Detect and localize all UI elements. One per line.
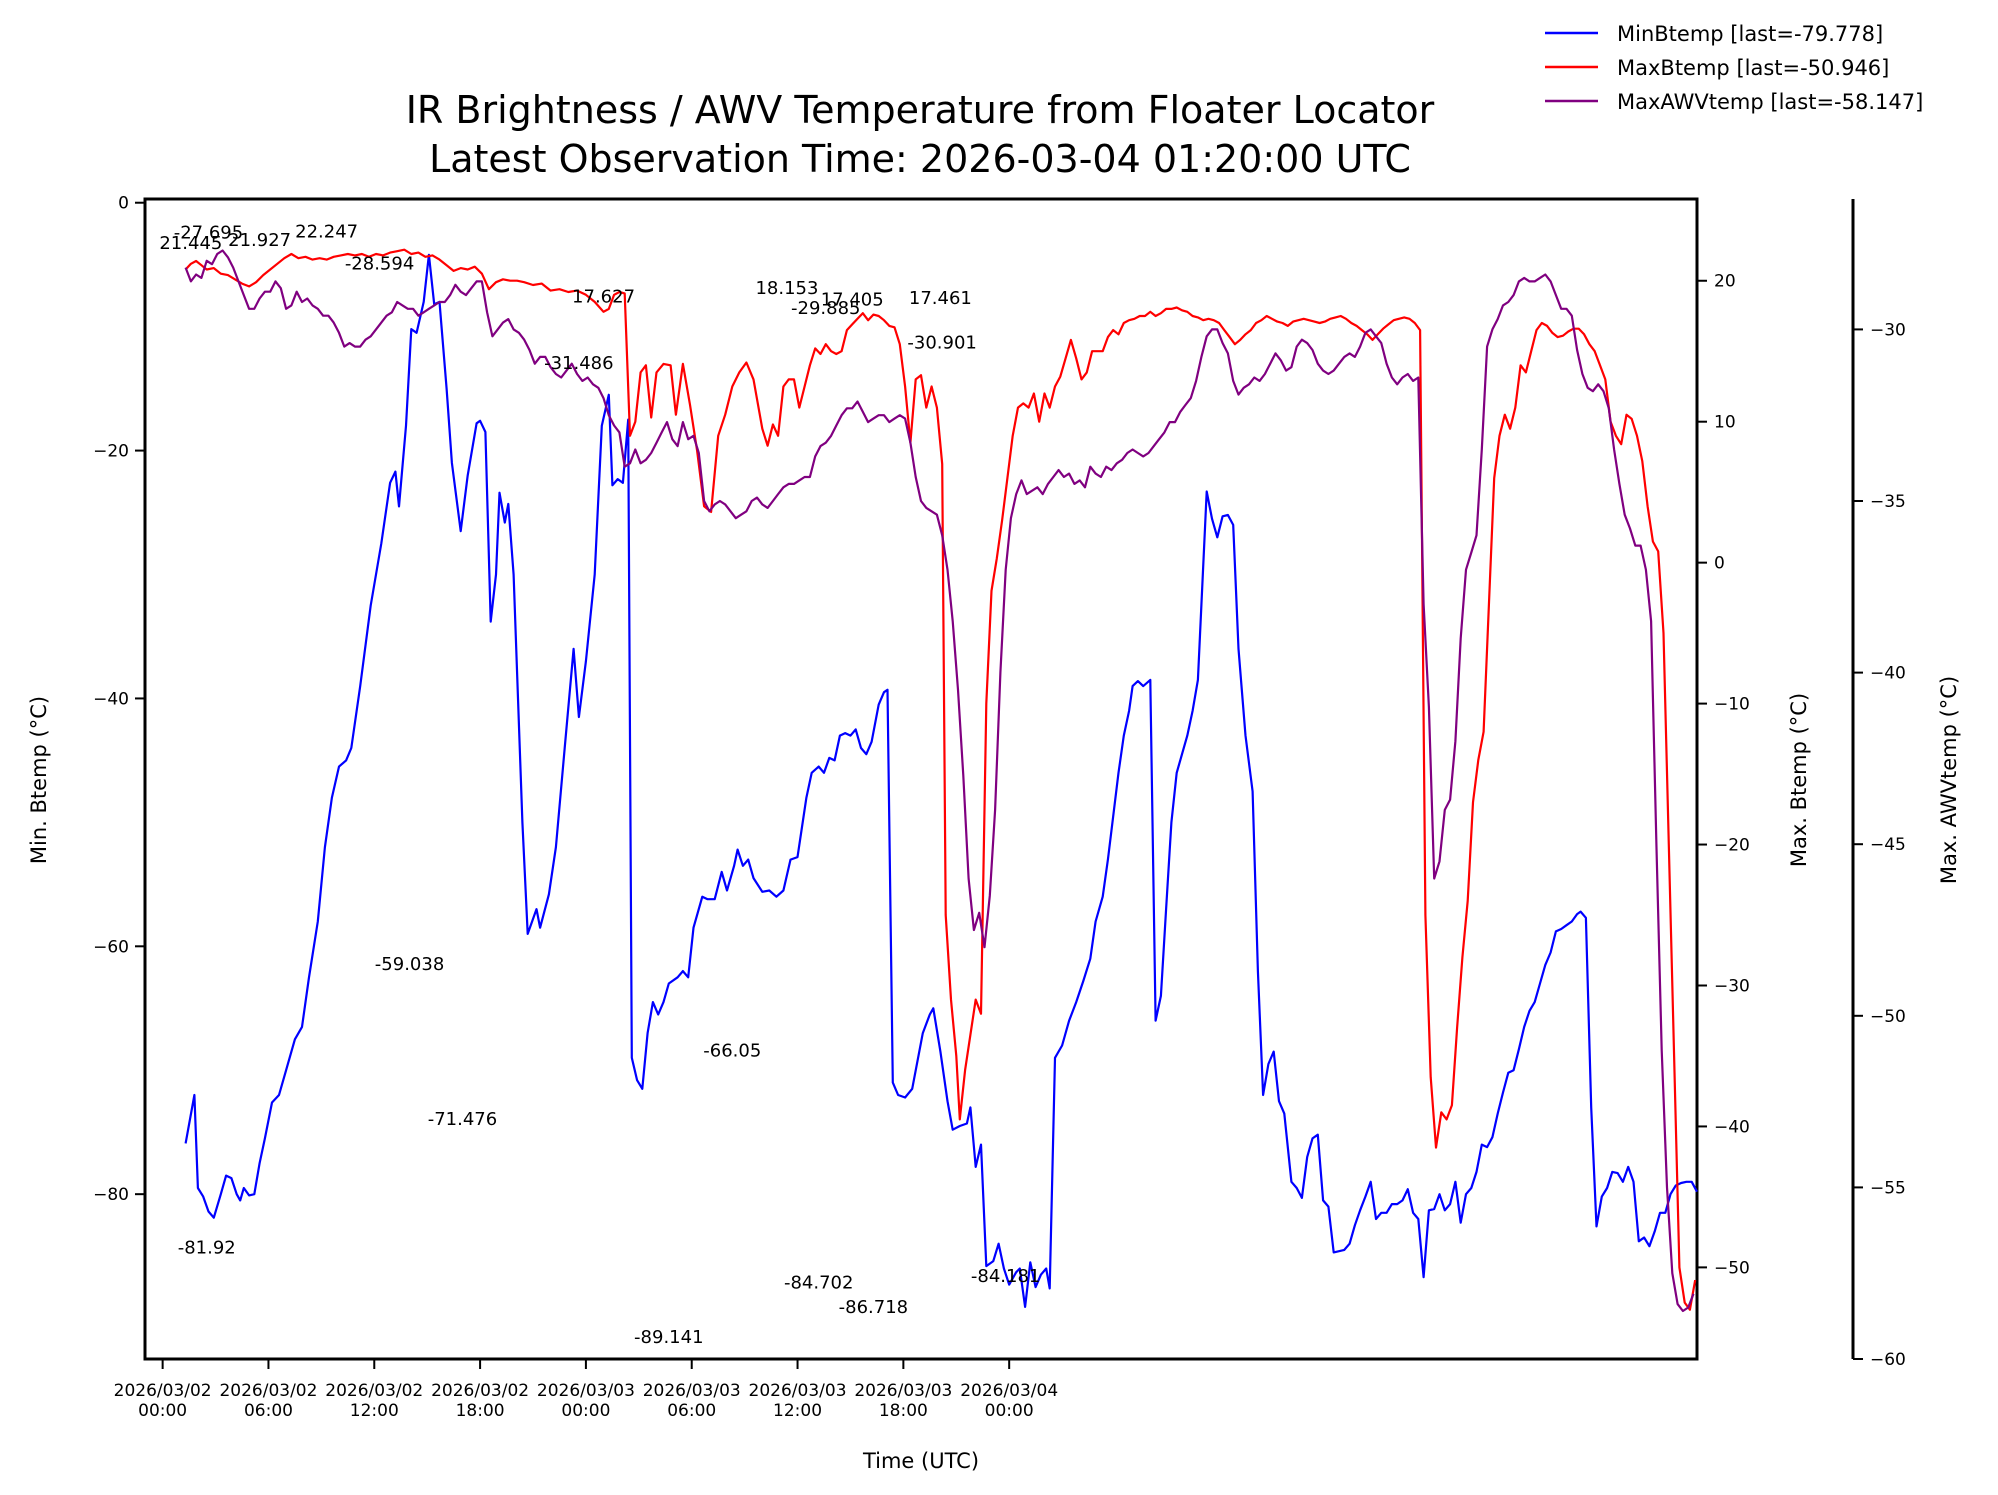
x-tick-label: 2026/03/03 (749, 1381, 847, 1401)
right1-tick-label: −20 (1714, 836, 1750, 856)
left-y-axis-label: Min. Btemp (°C) (27, 696, 51, 864)
left-tick-label: −80 (93, 1185, 129, 1205)
right-y-axis-label-maxawvtemp: Max. AWVtemp (°C) (1937, 676, 1961, 884)
x-tick-label: 00:00 (985, 1401, 1034, 1421)
data-annotation: -86.718 (839, 1297, 908, 1318)
data-annotation: -66.05 (703, 1041, 761, 1062)
left-y-axis: 0 −20 −40 −60 −80 (93, 194, 145, 1205)
data-annotation: 18.153 (755, 278, 818, 299)
right2-tick-label: −60 (1870, 1350, 1906, 1370)
series-line-maxbtemp (184, 248, 1697, 1311)
x-tick-label: 18:00 (879, 1401, 928, 1421)
series-line-minbtemp (184, 253, 1698, 1308)
legend-label: MaxBtemp [last=-50.946] (1617, 56, 1889, 80)
right-y-axis-maxbtemp: 20 10 0 −10 −20 −30 −40 −50 (1697, 272, 1750, 1278)
left-tick-label: 0 (118, 194, 129, 214)
x-axis: 2026/03/0200:002026/03/0206:002026/03/02… (114, 1359, 1058, 1421)
series-line-maxawvtemp (184, 249, 1695, 1313)
x-tick-label: 2026/03/02 (325, 1381, 423, 1401)
x-tick-label: 06:00 (244, 1401, 293, 1421)
right2-tick-label: −40 (1870, 664, 1906, 684)
x-tick-label: 2026/03/02 (431, 1381, 529, 1401)
right-y-axis-maxawvtemp: −30 −35 −40 −45 −50 −55 −60 (1851, 199, 1906, 1370)
x-tick-label: 06:00 (667, 1401, 716, 1421)
legend: MinBtemp [last=-79.778] MaxBtemp [last=-5… (1545, 22, 1923, 114)
data-annotation: -27.695 (174, 222, 243, 243)
x-tick-label: 12:00 (773, 1401, 822, 1421)
data-annotation: -31.486 (544, 353, 613, 374)
chart-title: IR Brightness / AWV Temperature from Flo… (406, 88, 1435, 181)
right1-tick-label: 10 (1714, 413, 1736, 433)
data-annotation: 21.445 (159, 233, 222, 254)
data-annotation: -84.181 (971, 1266, 1040, 1287)
x-tick-label: 2026/03/03 (854, 1381, 952, 1401)
x-axis-label: Time (UTC) (862, 1449, 979, 1473)
chart-title-line-1: IR Brightness / AWV Temperature from Flo… (406, 88, 1435, 132)
x-tick-label: 2026/03/03 (537, 1381, 635, 1401)
data-annotation: -84.702 (784, 1272, 853, 1293)
x-tick-label: 2026/03/03 (643, 1381, 741, 1401)
data-annotation: -89.141 (634, 1327, 703, 1348)
right1-tick-label: 20 (1714, 272, 1736, 292)
right1-tick-label: −10 (1714, 695, 1750, 715)
x-tick-label: 12:00 (350, 1401, 399, 1421)
data-annotation: -71.476 (428, 1109, 497, 1130)
x-tick-label: 2026/03/02 (219, 1381, 317, 1401)
right2-tick-label: −50 (1870, 1007, 1906, 1027)
plot-frame (143, 197, 1699, 1361)
data-annotation: 17.461 (909, 288, 972, 309)
x-tick-label: 2026/03/02 (114, 1381, 212, 1401)
left-tick-label: −40 (93, 689, 129, 709)
legend-label: MaxAWVtemp [last=-58.147] (1617, 90, 1923, 114)
x-tick-label: 00:00 (561, 1401, 610, 1421)
data-annotation: 17.627 (572, 287, 635, 308)
right1-tick-label: −40 (1714, 1117, 1750, 1137)
right1-tick-label: −30 (1714, 976, 1750, 996)
right1-tick-label: 0 (1714, 554, 1725, 574)
data-annotation: -29.885 (791, 298, 860, 319)
x-tick-label: 18:00 (456, 1401, 505, 1421)
right2-tick-label: −45 (1870, 835, 1906, 855)
left-tick-label: −20 (93, 442, 129, 462)
right2-tick-label: −35 (1870, 492, 1906, 512)
chart-title-line-2: Latest Observation Time: 2026-03-04 01:2… (429, 137, 1411, 181)
x-tick-label: 00:00 (138, 1401, 187, 1421)
left-tick-label: −60 (93, 937, 129, 957)
right2-tick-label: −55 (1870, 1178, 1906, 1198)
data-annotation: 17.405 (821, 289, 884, 310)
data-annotation: -59.038 (375, 954, 444, 975)
right2-tick-label: −30 (1870, 320, 1906, 340)
right-y-axis-label-maxbtemp: Max. Btemp (°C) (1787, 693, 1811, 867)
series-layer (184, 248, 1698, 1313)
data-annotation: -81.92 (178, 1238, 236, 1259)
right1-tick-label: −50 (1714, 1258, 1750, 1278)
data-annotation: -28.594 (345, 253, 414, 274)
legend-label: MinBtemp [last=-79.778] (1617, 22, 1883, 46)
x-tick-label: 2026/03/04 (960, 1381, 1058, 1401)
data-annotation: 22.247 (295, 222, 358, 243)
data-annotation: -30.901 (907, 332, 976, 353)
data-annotation: 21.927 (228, 230, 291, 251)
